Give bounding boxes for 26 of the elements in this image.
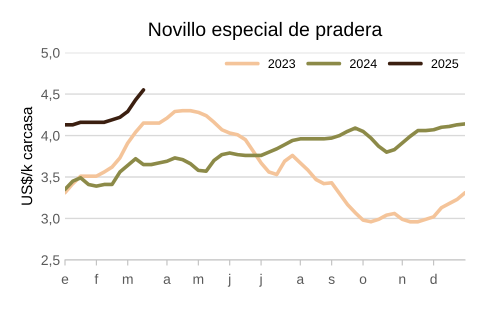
y-tick-label: 2,5 bbox=[42, 255, 60, 267]
y-tick-label: 4,0 bbox=[41, 130, 60, 142]
x-tick-label: n bbox=[399, 276, 406, 284]
x-tick-label: e bbox=[62, 276, 68, 284]
x-tick-label: f bbox=[94, 274, 98, 284]
y-tick-label: 5,0 bbox=[41, 48, 60, 60]
line-series bbox=[65, 108, 465, 224]
line-series bbox=[65, 88, 146, 127]
y-tick-label: 3,5 bbox=[41, 172, 60, 184]
legend-label: 2025 bbox=[432, 59, 458, 68]
x-tick-label: a bbox=[297, 276, 304, 284]
y-tick-label: 3,0 bbox=[41, 214, 60, 226]
x-tick-label: o bbox=[360, 276, 366, 284]
x-tick-label: a bbox=[164, 276, 171, 284]
y-tick-label: 4,5 bbox=[41, 90, 60, 101]
x-tick-label: m bbox=[122, 276, 133, 284]
y-axis-title: US$/k carcasa bbox=[20, 106, 34, 205]
legend-label: 2023 bbox=[268, 59, 296, 68]
x-tick-label: j bbox=[228, 274, 230, 287]
x-tick-label: s bbox=[328, 276, 335, 284]
x-tick-label: m bbox=[193, 276, 204, 284]
legend-label: 2024 bbox=[350, 59, 377, 68]
line-series bbox=[65, 122, 465, 192]
x-tick-label: j bbox=[259, 274, 262, 287]
x-tick-label: d bbox=[430, 274, 437, 284]
chart-title: Novillo especial de pradera bbox=[149, 22, 382, 40]
